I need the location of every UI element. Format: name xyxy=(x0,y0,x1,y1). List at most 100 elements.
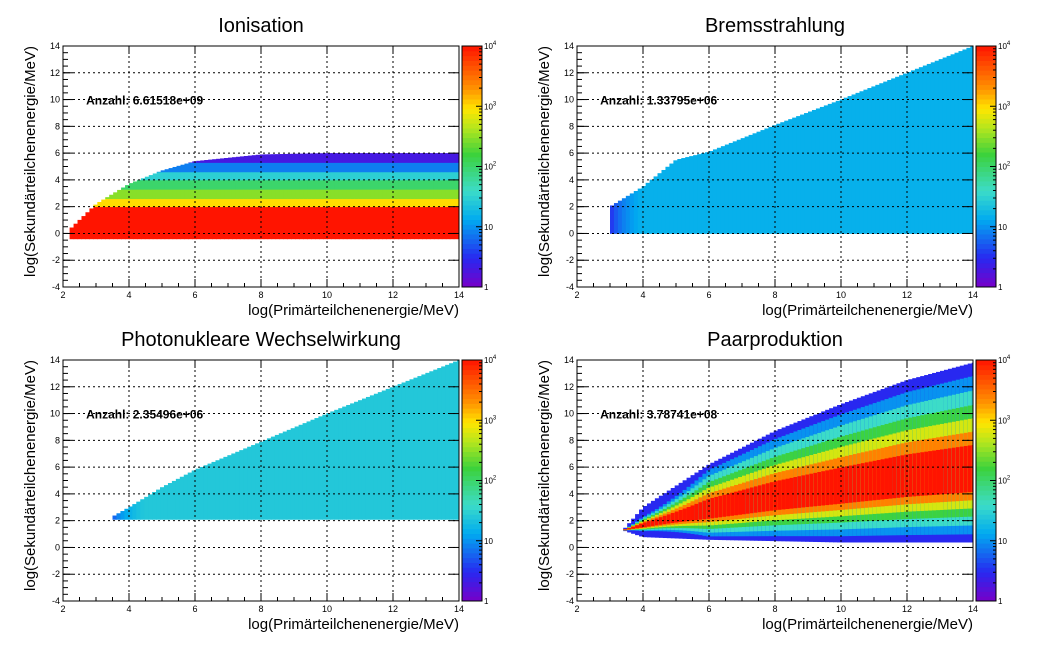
x-axis-label: log(Primärteilchenenergie/MeV) xyxy=(248,302,459,319)
heatmap-cell xyxy=(247,162,253,173)
heatmap-cell xyxy=(378,162,384,173)
color-scale-band xyxy=(976,480,996,486)
heatmap-cell xyxy=(188,189,193,200)
heatmap-cell xyxy=(951,447,957,494)
heatmap-cell xyxy=(239,156,245,163)
heatmap-cell xyxy=(231,162,237,173)
heatmap-cell xyxy=(354,162,360,173)
heatmap-cell xyxy=(148,494,153,520)
heatmap-cell xyxy=(251,198,257,208)
heatmap-cell xyxy=(129,206,134,240)
heatmap-cell xyxy=(954,52,960,234)
heatmap-cell xyxy=(453,179,459,190)
heatmap-cell xyxy=(453,162,459,173)
heatmap-cell xyxy=(128,506,133,520)
color-scale-band xyxy=(976,364,996,371)
heatmap-cell xyxy=(827,103,833,234)
color-scale-band xyxy=(462,494,482,501)
heatmap-cell xyxy=(855,92,861,234)
heatmap-cell xyxy=(223,456,228,520)
x-tick-label: 2 xyxy=(60,604,65,614)
heatmap-cell xyxy=(160,198,166,208)
heatmap-cell xyxy=(378,206,384,240)
heatmap-cell xyxy=(191,470,197,520)
heatmap-cell xyxy=(342,162,348,173)
color-scale-band xyxy=(462,118,482,124)
heatmap-cell xyxy=(212,179,217,190)
heatmap-cell xyxy=(422,153,427,163)
heatmap-cell xyxy=(235,451,240,520)
heatmap-cell xyxy=(637,188,643,234)
color-scale-band xyxy=(976,432,996,438)
color-scale-band xyxy=(462,209,482,216)
color-scale: 1 10 102 103 104 xyxy=(461,41,497,292)
heatmap-cell xyxy=(211,461,217,520)
heatmap-cell xyxy=(417,376,422,520)
heatmap-cell xyxy=(635,525,640,529)
color-scale-band xyxy=(976,108,996,114)
heatmap-cell xyxy=(125,198,130,208)
heatmap-cell xyxy=(366,179,372,190)
heatmap-cell xyxy=(374,153,380,163)
heatmap-cell xyxy=(402,189,407,200)
heatmap-cell xyxy=(330,411,335,520)
color-scale-band xyxy=(976,485,996,491)
color-scale-band xyxy=(462,514,482,520)
heatmap-cell xyxy=(129,189,134,200)
color-scale-band xyxy=(462,147,482,153)
heatmap-cell xyxy=(728,142,734,234)
heatmap-cell xyxy=(303,206,308,240)
heatmap-cell xyxy=(350,162,356,173)
heatmap-cell xyxy=(757,485,763,513)
heatmap-cell xyxy=(136,501,141,520)
y-tick-label: 0 xyxy=(55,228,60,238)
color-scale-label: 1 xyxy=(998,597,1003,606)
heatmap-cell xyxy=(299,189,304,200)
heatmap-cell xyxy=(279,198,285,208)
heatmap-cell xyxy=(847,96,853,234)
heatmap-cell xyxy=(247,206,253,240)
heatmap-cell xyxy=(326,413,331,520)
heatmap-cell xyxy=(129,198,134,208)
color-scale-band xyxy=(976,70,996,76)
color-scale-band xyxy=(976,89,996,95)
color-scale-band xyxy=(462,557,482,563)
color-scale-band xyxy=(462,509,482,515)
heatmap-cell xyxy=(172,189,178,200)
color-scale-band xyxy=(976,74,996,81)
heatmap-cell xyxy=(406,179,411,190)
heatmap-cell xyxy=(311,179,316,190)
color-scale-label: 10 xyxy=(998,223,1007,232)
color-scale-band xyxy=(462,533,482,539)
heatmap-cell xyxy=(219,458,224,520)
color-scale-band xyxy=(976,180,996,187)
color-scale-band xyxy=(462,581,482,588)
heatmap-cell xyxy=(950,54,956,234)
color-scale-band xyxy=(462,446,482,453)
color-scale-label: 1 xyxy=(998,283,1003,292)
heatmap-cell xyxy=(418,162,423,173)
heatmap-cell xyxy=(314,418,320,520)
heatmap-cell xyxy=(796,116,801,234)
heatmap-cell xyxy=(709,150,714,234)
heatmap-cell xyxy=(334,179,340,190)
color-scale-band xyxy=(462,374,482,380)
heatmap-cell xyxy=(112,515,118,520)
color-scale-band xyxy=(976,253,996,259)
color-scale-band xyxy=(976,190,996,196)
color-scale-band xyxy=(976,84,996,90)
color-scale-band xyxy=(976,156,996,163)
chart-panel: Paarproduktion 2 4 6 8 10 12 14 -4 -2 0 2 4 6 8 10 12 14 l… xyxy=(536,329,1011,633)
heatmap-cell xyxy=(303,153,308,163)
heatmap-cell xyxy=(817,472,822,506)
heatmap-cell xyxy=(765,483,771,512)
heatmap-cell xyxy=(330,153,336,163)
heatmap-cell xyxy=(231,189,237,200)
heatmap-cell xyxy=(752,133,758,234)
heatmap-cell xyxy=(109,198,114,208)
x-tick-label: 6 xyxy=(706,604,711,614)
heatmap-cell xyxy=(425,372,430,520)
heatmap-cell xyxy=(811,109,817,234)
heatmap-cell xyxy=(152,189,158,200)
color-scale-band xyxy=(462,195,482,201)
